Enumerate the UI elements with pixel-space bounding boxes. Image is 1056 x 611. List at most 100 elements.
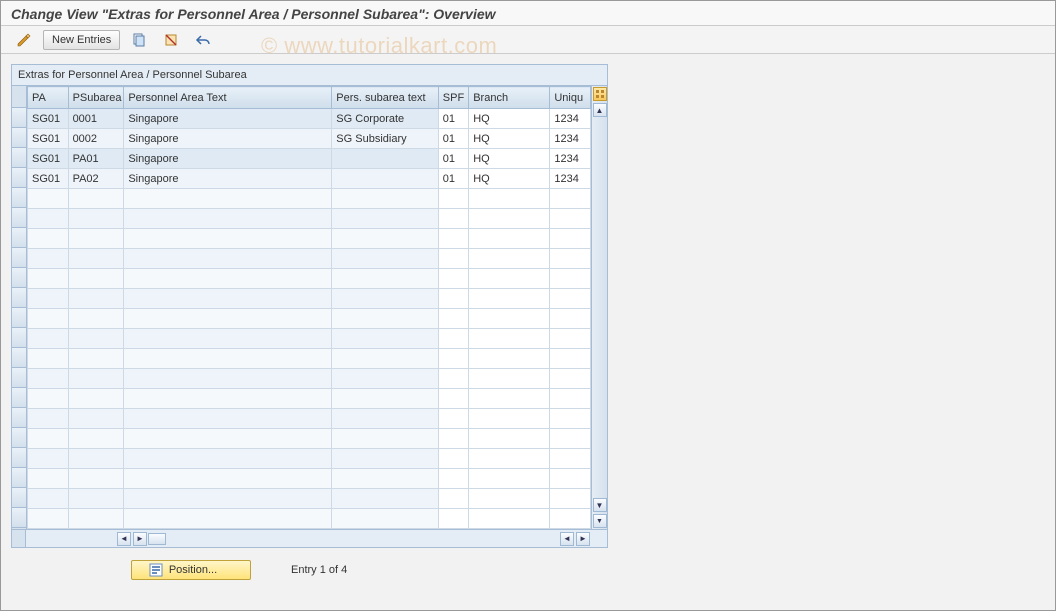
scroll-down-icon[interactable]: ▼ bbox=[593, 498, 607, 512]
col-header-spf[interactable]: SPF bbox=[438, 87, 468, 109]
row-selector[interactable] bbox=[12, 188, 26, 208]
vertical-scrollbar[interactable]: ▲ ▼ ▼ bbox=[591, 86, 607, 529]
row-selector[interactable] bbox=[12, 288, 26, 308]
cell-uniq[interactable] bbox=[550, 189, 591, 209]
cell-spf[interactable] bbox=[438, 269, 468, 289]
cell-branch[interactable] bbox=[469, 209, 550, 229]
cell-spf[interactable]: 01 bbox=[438, 109, 468, 129]
cell-uniq[interactable]: 1234 bbox=[550, 129, 591, 149]
scroll-bottom-icon[interactable]: ▼ bbox=[593, 514, 607, 528]
cell-uniq[interactable] bbox=[550, 209, 591, 229]
row-selector[interactable] bbox=[12, 428, 26, 448]
cell-spf[interactable] bbox=[438, 209, 468, 229]
cell-branch[interactable]: HQ bbox=[469, 169, 550, 189]
cell-branch[interactable] bbox=[469, 409, 550, 429]
cell-spf[interactable]: 01 bbox=[438, 169, 468, 189]
cell-spf[interactable] bbox=[438, 369, 468, 389]
cell-spf[interactable] bbox=[438, 189, 468, 209]
cell-spf[interactable] bbox=[438, 349, 468, 369]
cell-uniq[interactable] bbox=[550, 489, 591, 509]
cell-uniq[interactable] bbox=[550, 369, 591, 389]
cell-uniq[interactable] bbox=[550, 509, 591, 529]
row-selector[interactable] bbox=[12, 168, 26, 188]
cell-branch[interactable] bbox=[469, 429, 550, 449]
cell-spf[interactable] bbox=[438, 469, 468, 489]
cell-branch[interactable] bbox=[469, 469, 550, 489]
row-selector[interactable] bbox=[12, 348, 26, 368]
undo-icon[interactable] bbox=[190, 30, 216, 50]
hscroll-left-icon[interactable]: ◄ bbox=[117, 532, 131, 546]
hscroll-right-icon[interactable]: ► bbox=[133, 532, 147, 546]
horizontal-scrollbar-right[interactable]: ◄ ► bbox=[559, 531, 591, 547]
table-settings-icon[interactable] bbox=[593, 87, 607, 101]
cell-branch[interactable] bbox=[469, 349, 550, 369]
cell-branch[interactable] bbox=[469, 369, 550, 389]
row-selector[interactable] bbox=[12, 228, 26, 248]
row-selector[interactable] bbox=[12, 408, 26, 428]
cell-uniq[interactable]: 1234 bbox=[550, 149, 591, 169]
cell-branch[interactable] bbox=[469, 309, 550, 329]
row-selector[interactable] bbox=[12, 268, 26, 288]
scroll-up-icon[interactable]: ▲ bbox=[593, 103, 607, 117]
cell-spf[interactable] bbox=[438, 489, 468, 509]
cell-spf[interactable] bbox=[438, 309, 468, 329]
col-header-psubtext[interactable]: Pers. subarea text bbox=[332, 87, 439, 109]
row-selector[interactable] bbox=[12, 468, 26, 488]
cell-uniq[interactable] bbox=[550, 329, 591, 349]
new-entries-button[interactable]: New Entries bbox=[43, 30, 120, 50]
row-selector[interactable] bbox=[12, 488, 26, 508]
horizontal-scrollbar-left[interactable]: ◄ ► bbox=[116, 531, 166, 547]
cell-uniq[interactable] bbox=[550, 409, 591, 429]
cell-spf[interactable] bbox=[438, 329, 468, 349]
position-button[interactable]: Position... bbox=[131, 560, 251, 580]
cell-uniq[interactable] bbox=[550, 309, 591, 329]
cell-spf[interactable] bbox=[438, 429, 468, 449]
cell-branch[interactable]: HQ bbox=[469, 109, 550, 129]
cell-spf[interactable]: 01 bbox=[438, 129, 468, 149]
cell-branch[interactable] bbox=[469, 389, 550, 409]
toggle-change-icon[interactable] bbox=[11, 30, 37, 50]
cell-uniq[interactable]: 1234 bbox=[550, 109, 591, 129]
cell-spf[interactable] bbox=[438, 249, 468, 269]
cell-uniq[interactable] bbox=[550, 289, 591, 309]
row-selector[interactable] bbox=[12, 208, 26, 228]
hscroll-right2-icon[interactable]: ► bbox=[576, 532, 590, 546]
hscroll-left2-icon[interactable]: ◄ bbox=[560, 532, 574, 546]
row-selector[interactable] bbox=[12, 328, 26, 348]
cell-branch[interactable] bbox=[469, 189, 550, 209]
cell-uniq[interactable] bbox=[550, 429, 591, 449]
row-selector[interactable] bbox=[12, 248, 26, 268]
row-selector[interactable] bbox=[12, 108, 26, 128]
row-selector[interactable] bbox=[12, 148, 26, 168]
cell-uniq[interactable] bbox=[550, 469, 591, 489]
cell-branch[interactable]: HQ bbox=[469, 129, 550, 149]
col-header-branch[interactable]: Branch bbox=[469, 87, 550, 109]
row-selector[interactable] bbox=[12, 128, 26, 148]
cell-branch[interactable] bbox=[469, 449, 550, 469]
cell-branch[interactable] bbox=[469, 489, 550, 509]
cell-spf[interactable] bbox=[438, 389, 468, 409]
col-header-patext[interactable]: Personnel Area Text bbox=[124, 87, 332, 109]
cell-uniq[interactable] bbox=[550, 229, 591, 249]
hscroll-thumb[interactable] bbox=[148, 533, 166, 545]
vscroll-track[interactable] bbox=[592, 118, 607, 497]
col-header-uniq[interactable]: Uniqu bbox=[550, 87, 591, 109]
cell-spf[interactable] bbox=[438, 409, 468, 429]
cell-uniq[interactable] bbox=[550, 389, 591, 409]
cell-branch[interactable] bbox=[469, 249, 550, 269]
cell-uniq[interactable] bbox=[550, 349, 591, 369]
cell-branch[interactable] bbox=[469, 269, 550, 289]
row-selector[interactable] bbox=[12, 388, 26, 408]
col-header-pa[interactable]: PA bbox=[28, 87, 69, 109]
cell-branch[interactable] bbox=[469, 229, 550, 249]
cell-uniq[interactable] bbox=[550, 249, 591, 269]
cell-branch[interactable]: HQ bbox=[469, 149, 550, 169]
cell-branch[interactable] bbox=[469, 329, 550, 349]
cell-spf[interactable] bbox=[438, 509, 468, 529]
cell-branch[interactable] bbox=[469, 509, 550, 529]
cell-uniq[interactable]: 1234 bbox=[550, 169, 591, 189]
col-header-psub[interactable]: PSubarea bbox=[68, 87, 124, 109]
cell-uniq[interactable] bbox=[550, 449, 591, 469]
cell-spf[interactable] bbox=[438, 449, 468, 469]
cell-spf[interactable] bbox=[438, 229, 468, 249]
